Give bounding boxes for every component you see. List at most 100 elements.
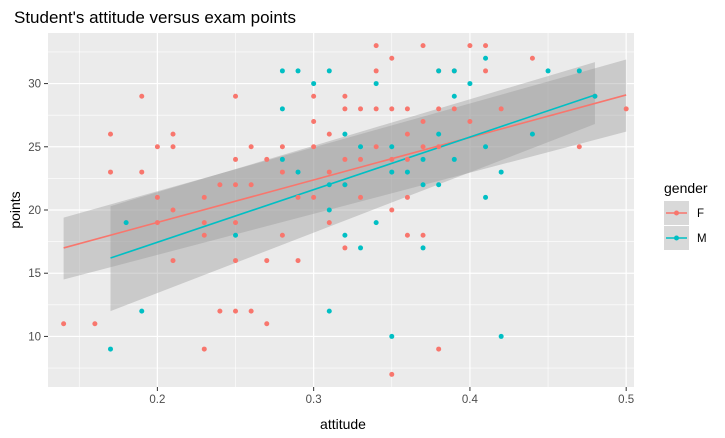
legend-key-point-f <box>674 210 679 216</box>
data-point-f <box>311 194 317 200</box>
x-tick-label: 0.5 <box>618 394 634 406</box>
data-point-f <box>436 144 442 150</box>
data-point-f <box>108 131 114 137</box>
data-point-f <box>404 156 410 162</box>
data-point-f <box>154 144 160 150</box>
data-point-f <box>170 131 176 137</box>
data-point-m <box>373 81 379 87</box>
data-point-f <box>108 169 114 175</box>
data-point-f <box>467 119 473 124</box>
data-point-f <box>170 258 176 264</box>
data-point-m <box>451 93 457 99</box>
data-point-f <box>170 207 176 213</box>
data-point-m <box>342 232 348 238</box>
data-point-f <box>420 43 426 49</box>
data-point-f <box>623 106 629 112</box>
data-point-f <box>170 144 176 150</box>
data-point-m <box>420 156 426 162</box>
data-point-f <box>404 106 410 112</box>
data-point-m <box>498 333 504 339</box>
data-point-f <box>311 144 317 150</box>
x-tick-label: 0.4 <box>462 394 479 406</box>
data-point-f <box>248 182 254 188</box>
data-point-f <box>389 371 395 377</box>
data-point-f <box>373 144 379 150</box>
data-point-f <box>264 258 270 264</box>
fit-line-m <box>110 94 596 259</box>
data-point-f <box>295 194 301 200</box>
data-point-m <box>467 81 473 87</box>
data-point-m <box>139 308 145 314</box>
data-point-f <box>326 131 332 137</box>
data-point-f <box>529 55 535 61</box>
data-point-f <box>404 232 410 238</box>
data-point-f <box>342 156 348 162</box>
data-point-m <box>436 182 442 188</box>
data-point-f <box>436 106 442 112</box>
data-point-m <box>483 194 489 200</box>
data-point-m <box>420 245 426 251</box>
data-point-f <box>576 144 582 150</box>
data-point-f <box>373 43 379 49</box>
y-tick-label: 25 <box>28 142 41 154</box>
data-point-f <box>311 119 317 124</box>
data-point-f <box>451 106 457 112</box>
legend-key-point-m <box>674 235 679 241</box>
data-point-m <box>451 156 457 162</box>
data-point-m <box>326 308 332 314</box>
data-point-m <box>545 68 551 74</box>
data-point-m <box>326 182 332 188</box>
data-point-m <box>342 131 348 137</box>
data-point-f <box>233 220 239 226</box>
data-point-f <box>233 93 239 99</box>
data-point-m <box>483 144 489 150</box>
data-point-f <box>248 144 254 150</box>
data-point-f <box>233 258 239 264</box>
data-point-f <box>139 93 145 99</box>
chart-title: Student's attitude versus exam points <box>14 8 296 27</box>
data-point-m <box>123 220 129 226</box>
grid-major <box>48 33 634 387</box>
data-point-m <box>420 182 426 188</box>
data-point-m <box>436 68 442 74</box>
data-point-m <box>498 169 504 175</box>
data-point-m <box>389 333 395 339</box>
data-point-m <box>279 156 285 162</box>
data-point-m <box>108 346 114 352</box>
data-point-f <box>279 169 285 175</box>
data-point-f <box>467 43 473 49</box>
data-point-f <box>420 232 426 238</box>
legend-label-m: M <box>697 233 707 245</box>
data-point-f <box>295 258 301 264</box>
data-point-m <box>389 144 395 150</box>
confidence-band-m <box>110 62 595 312</box>
data-point-f <box>373 68 379 74</box>
data-point-m <box>326 207 332 213</box>
data-point-m <box>342 182 348 188</box>
data-point-m <box>358 245 364 251</box>
y-tick-label: 15 <box>28 268 41 280</box>
data-point-f <box>233 182 239 188</box>
data-point-f <box>233 156 239 162</box>
data-point-m <box>373 220 379 226</box>
legend-label-f: F <box>697 208 704 220</box>
data-point-f <box>389 156 395 162</box>
data-point-f <box>61 321 67 327</box>
data-point-m <box>295 68 301 74</box>
data-point-m <box>592 93 598 99</box>
y-tick-label: 30 <box>28 79 41 91</box>
data-point-f <box>358 106 364 112</box>
data-point-f <box>326 220 332 226</box>
y-tick-label: 20 <box>28 205 41 217</box>
data-point-f <box>389 106 395 112</box>
data-point-f <box>483 43 489 49</box>
data-point-f <box>498 106 504 112</box>
data-point-f <box>217 308 223 314</box>
data-point-f <box>201 232 207 238</box>
data-point-f <box>483 68 489 74</box>
data-point-m <box>279 106 285 112</box>
y-tick-label: 10 <box>28 331 41 343</box>
data-point-f <box>201 346 207 352</box>
data-point-f <box>233 308 239 314</box>
